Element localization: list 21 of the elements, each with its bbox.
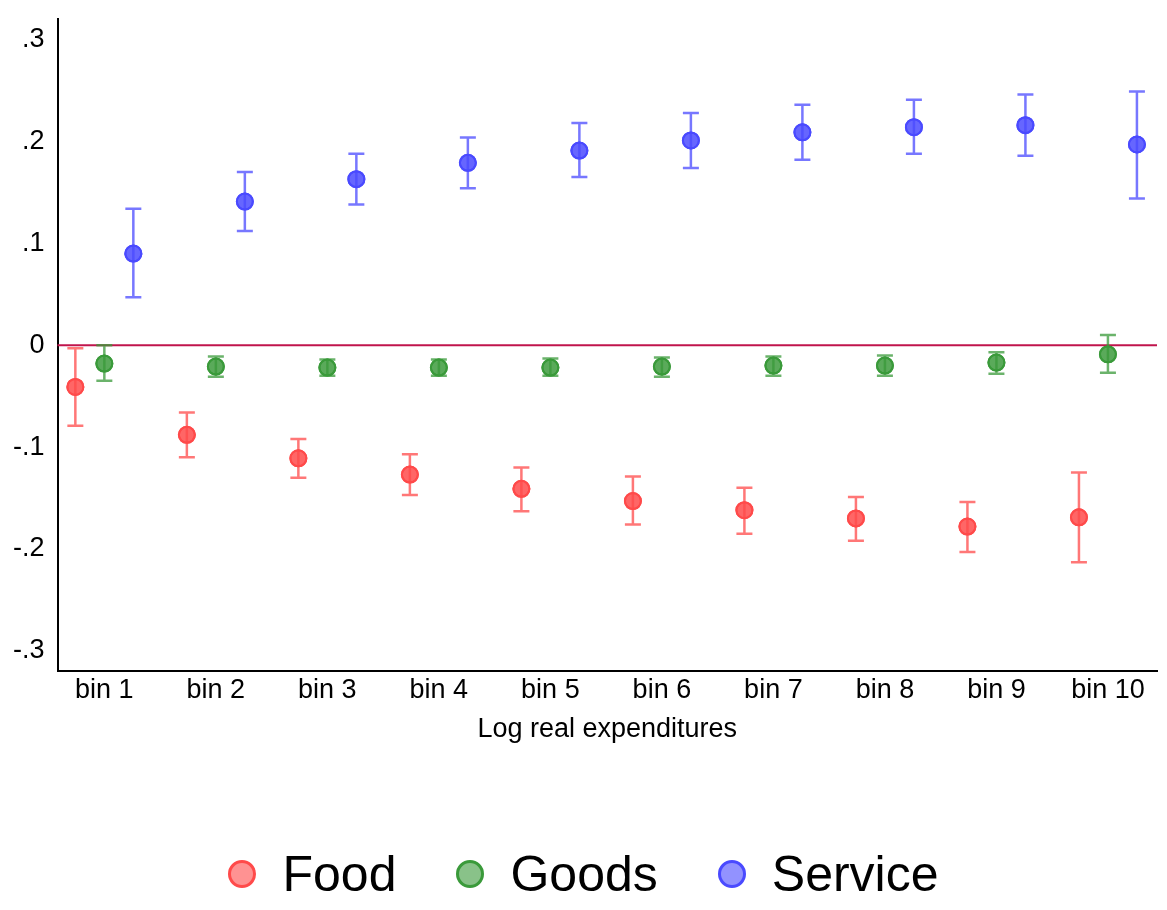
x-tick-label: bin 7	[744, 673, 803, 704]
y-tick-label: -.1	[12, 430, 45, 461]
x-tick-label: bin 1	[75, 673, 134, 704]
x-tick-label: bin 9	[967, 673, 1026, 704]
x-tick-label: bin 6	[632, 673, 692, 704]
y-tick-label: .3	[21, 23, 45, 54]
x-tick-label: bin 4	[409, 673, 469, 704]
legend-label: Food	[282, 845, 397, 903]
legend-label: Goods	[510, 845, 658, 903]
y-tick-label: .2	[21, 124, 45, 155]
y-tick-label: 0	[29, 328, 45, 359]
x-axis-title: Log real expenditures	[477, 713, 738, 744]
x-tick-label: bin 8	[855, 673, 915, 704]
x-tick-label: bin 10	[1071, 673, 1145, 704]
y-tick-label: -.3	[12, 634, 45, 665]
x-tick-label: bin 3	[298, 673, 357, 704]
x-tick-label: bin 5	[521, 673, 580, 704]
y-tick-label: .1	[21, 226, 45, 257]
x-tick-label: bin 2	[186, 673, 246, 704]
y-tick-label: -.2	[12, 532, 45, 563]
legend-label: Service	[771, 845, 939, 903]
